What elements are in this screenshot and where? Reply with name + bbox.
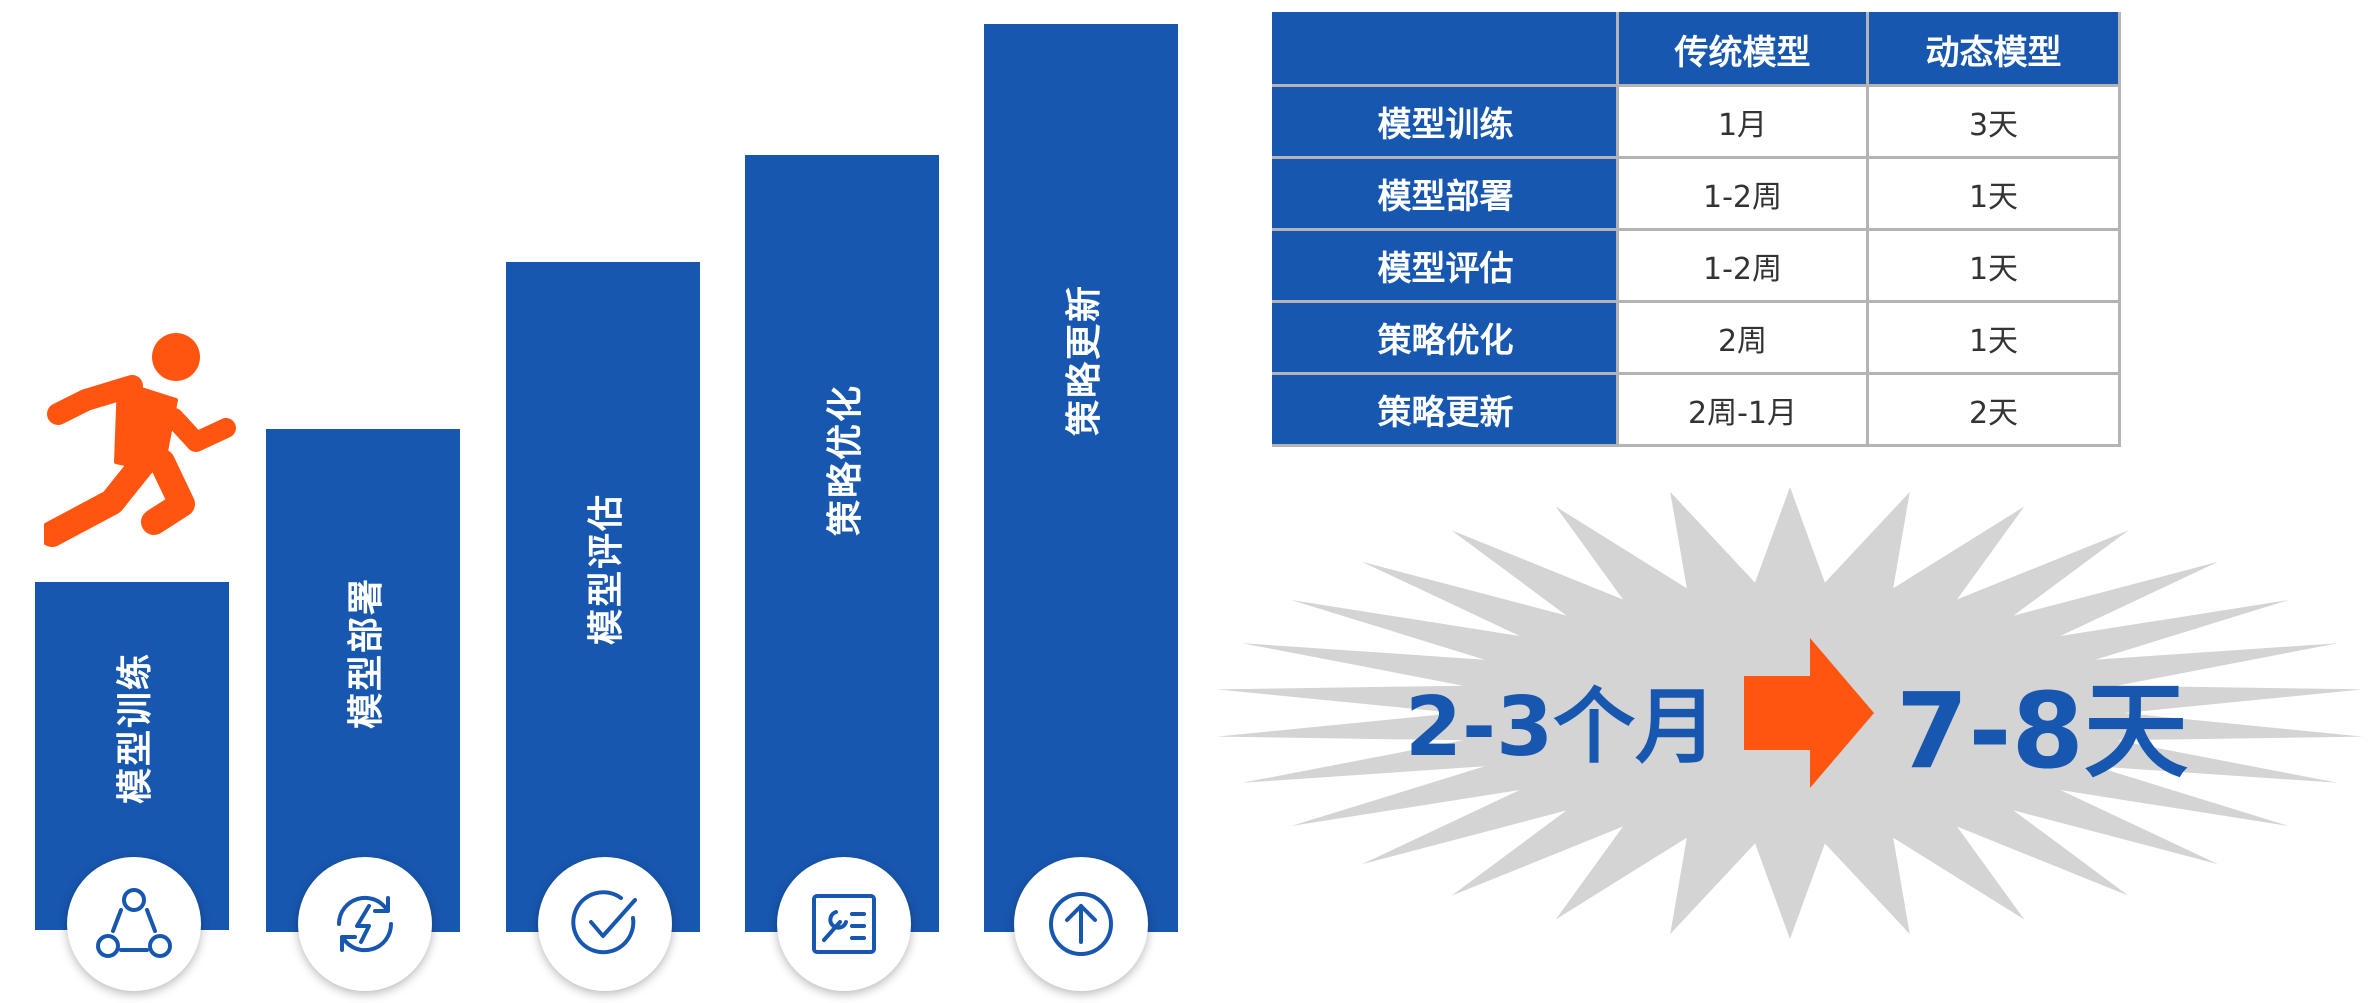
step-label: 策略更新 [1064, 283, 1105, 437]
comparison-table: 传统模型 动态模型 模型训练 1月 3天 模型部署 1-2周 1天 模型评估 1… [1272, 12, 2121, 447]
table-cell: 1月 [1616, 84, 1869, 159]
table-cell: 2天 [1866, 372, 2121, 447]
step-icon-circle [1014, 857, 1148, 991]
table-row: 模型训练 1月 3天 [1272, 84, 2121, 159]
team-cycle-icon [96, 888, 172, 958]
table-row: 策略更新 2周-1月 2天 [1272, 372, 2121, 447]
step-icon-circle [777, 857, 911, 991]
column-header-traditional: 传统模型 [1616, 12, 1869, 87]
step-label: 模型训练 [115, 651, 156, 805]
refresh-bolt-icon [336, 895, 394, 953]
row-header: 模型训练 [1272, 84, 1619, 159]
table-cell: 1天 [1866, 156, 2121, 231]
up-arrow-circle-icon [1049, 892, 1113, 956]
step-bar-model-evaluation: 模型评估 [506, 262, 700, 932]
step-icon-circle [67, 857, 201, 991]
table-cell: 1天 [1866, 300, 2121, 375]
step-icon-circle [538, 857, 672, 991]
row-header: 策略更新 [1272, 372, 1619, 447]
step-icon-circle [298, 857, 432, 991]
step-label: 模型评估 [586, 492, 627, 646]
table-row: 模型评估 1-2周 1天 [1272, 228, 2121, 303]
tool-list-icon [812, 894, 876, 954]
table-cell: 1-2周 [1616, 228, 1869, 303]
table-corner-cell [1272, 12, 1619, 87]
column-header-dynamic: 动态模型 [1866, 12, 2121, 87]
duration-before-text: 2-3个月 [1405, 680, 1718, 775]
table-row: 策略优化 2周 1天 [1272, 300, 2121, 375]
duration-after-text: 7-8天 [1896, 670, 2188, 792]
table-cell: 1-2周 [1616, 156, 1869, 231]
table-cell: 1天 [1866, 228, 2121, 303]
right-arrow-icon [1744, 638, 1874, 788]
table-cell: 3天 [1866, 84, 2121, 159]
check-circle-icon [571, 890, 637, 955]
step-label: 模型部署 [346, 576, 387, 729]
row-header: 模型评估 [1272, 228, 1619, 303]
table-row: 模型部署 1-2周 1天 [1272, 156, 2121, 231]
table-cell: 2周 [1616, 300, 1869, 375]
row-header: 策略优化 [1272, 300, 1619, 375]
step-bar-strategy-optimization: 策略优化 [745, 155, 939, 932]
step-bar-strategy-update: 策略更新 [984, 24, 1178, 932]
step-bar-model-deployment: 模型部署 [266, 429, 460, 932]
table-cell: 2周-1月 [1616, 372, 1869, 447]
step-label: 策略优化 [825, 383, 866, 536]
table-header-row: 传统模型 动态模型 [1272, 12, 2121, 87]
runner-icon [44, 333, 236, 547]
row-header: 模型部署 [1272, 156, 1619, 231]
